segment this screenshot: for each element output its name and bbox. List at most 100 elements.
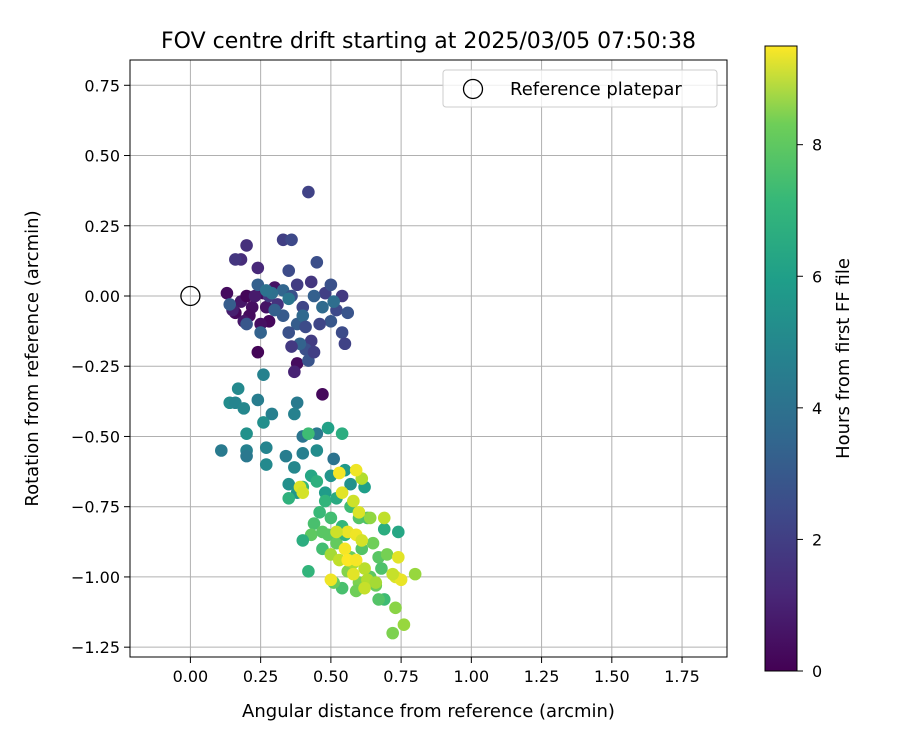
scatter-point bbox=[296, 447, 309, 460]
scatter-point bbox=[313, 506, 326, 519]
scatter-point bbox=[215, 444, 228, 457]
scatter-point bbox=[319, 495, 332, 508]
scatter-point bbox=[392, 526, 405, 539]
scatter-point bbox=[336, 326, 349, 339]
scatter-point bbox=[296, 486, 309, 499]
scatter-point bbox=[358, 582, 371, 595]
scatter-point bbox=[288, 408, 301, 421]
scatter-point bbox=[386, 627, 399, 640]
x-axis-label: Angular distance from reference (arcmin) bbox=[242, 701, 615, 722]
scatter-point bbox=[364, 512, 377, 525]
scatter-point bbox=[325, 315, 338, 328]
y-tick-label: −0.25 bbox=[71, 357, 120, 376]
x-axis-ticks: 0.00 0.25 0.50 0.75 1.00 1.25 1.50 1.75 bbox=[173, 657, 700, 686]
scatter-point bbox=[316, 388, 329, 401]
x-tick-label: 0.50 bbox=[313, 667, 349, 686]
scatter-point bbox=[268, 304, 281, 317]
scatter-point bbox=[249, 290, 262, 303]
colorbar-gradient bbox=[765, 46, 797, 671]
scatter-point bbox=[350, 554, 363, 567]
scatter-point bbox=[339, 337, 352, 350]
scatter-point bbox=[327, 295, 340, 308]
scatter-point bbox=[254, 326, 267, 339]
chart-title: FOV centre drift starting at 2025/03/05 … bbox=[161, 29, 696, 54]
scatter-point bbox=[291, 278, 304, 291]
scatter-point bbox=[378, 512, 391, 525]
colorbar-tick-label: 8 bbox=[812, 136, 822, 155]
y-tick-label: −0.50 bbox=[71, 427, 120, 446]
scatter-point bbox=[327, 453, 340, 466]
scatter-point bbox=[311, 444, 324, 457]
scatter-point bbox=[370, 576, 383, 589]
scatter-point bbox=[316, 301, 329, 314]
scatter-point bbox=[260, 441, 273, 454]
scatter-point bbox=[386, 568, 399, 581]
colorbar: 0 2 4 6 8 Hours from first FF file bbox=[765, 46, 854, 681]
legend: Reference platepar bbox=[443, 70, 717, 107]
colorbar-label: Hours from first FF file bbox=[833, 258, 854, 459]
y-tick-label: 0.00 bbox=[84, 287, 120, 306]
scatter-point bbox=[392, 551, 405, 564]
scatter-point bbox=[322, 422, 335, 435]
scatter-point bbox=[240, 318, 253, 331]
scatter-point bbox=[288, 366, 301, 379]
scatter-point bbox=[308, 346, 321, 359]
scatter-point bbox=[296, 309, 309, 322]
scatter-point bbox=[296, 534, 309, 547]
scatter-point bbox=[325, 573, 338, 586]
scatter-point bbox=[316, 526, 329, 539]
scatter-point bbox=[229, 253, 242, 266]
scatter-point bbox=[282, 264, 295, 277]
scatter-point bbox=[302, 427, 315, 440]
scatter-point bbox=[313, 318, 326, 331]
scatter-point bbox=[257, 368, 270, 381]
y-tick-label: 0.25 bbox=[84, 217, 120, 236]
scatter-point bbox=[237, 402, 250, 415]
scatter-point bbox=[353, 506, 366, 519]
scatter-point bbox=[325, 278, 338, 291]
scatter-point bbox=[336, 427, 349, 440]
scatter-point bbox=[260, 458, 273, 471]
scatter-point bbox=[339, 543, 352, 556]
scatter-point bbox=[389, 602, 402, 615]
scatter-point bbox=[375, 562, 388, 575]
scatter-point bbox=[280, 450, 293, 463]
scatter-point bbox=[308, 290, 321, 303]
scatter-point bbox=[347, 495, 360, 508]
plot-frame bbox=[130, 60, 727, 657]
scatter-point bbox=[221, 287, 234, 300]
x-tick-label: 1.75 bbox=[664, 667, 700, 686]
x-tick-label: 0.25 bbox=[243, 667, 279, 686]
scatter-point bbox=[252, 262, 265, 275]
scatter-point bbox=[381, 548, 394, 561]
scatter-point bbox=[302, 565, 315, 578]
scatter-point bbox=[325, 512, 338, 525]
scatter-point bbox=[330, 526, 343, 539]
colorbar-tick-label: 4 bbox=[812, 399, 822, 418]
scatter-point bbox=[260, 284, 273, 297]
x-tick-label: 0.00 bbox=[173, 667, 209, 686]
scatter-point bbox=[252, 394, 265, 407]
scatter-point bbox=[409, 568, 422, 581]
scatter-figure: FOV centre drift starting at 2025/03/05 … bbox=[0, 0, 900, 750]
x-tick-label: 1.00 bbox=[454, 667, 490, 686]
scatter-point bbox=[257, 416, 270, 429]
x-tick-label: 1.25 bbox=[524, 667, 560, 686]
y-tick-label: 0.75 bbox=[84, 76, 120, 95]
y-tick-label: −1.25 bbox=[71, 638, 120, 657]
colorbar-tick-label: 0 bbox=[812, 662, 822, 681]
scatter-point bbox=[336, 486, 349, 499]
scatter-point bbox=[341, 307, 354, 320]
colorbar-tick-label: 2 bbox=[812, 530, 822, 549]
y-tick-label: 0.50 bbox=[84, 147, 120, 166]
x-tick-label: 0.75 bbox=[383, 667, 419, 686]
scatter-point bbox=[240, 427, 253, 440]
x-tick-label: 1.50 bbox=[594, 667, 630, 686]
y-axis-ticks: 0.750.500.250.00−0.25−0.50−0.75−1.00−1.2… bbox=[71, 76, 130, 657]
scatter-point bbox=[240, 239, 253, 252]
scatter-point bbox=[285, 340, 298, 353]
scatter-point bbox=[282, 326, 295, 339]
scatter-point bbox=[232, 382, 245, 395]
legend-entry-reference: Reference platepar bbox=[510, 79, 682, 100]
scatter-point bbox=[372, 593, 385, 606]
